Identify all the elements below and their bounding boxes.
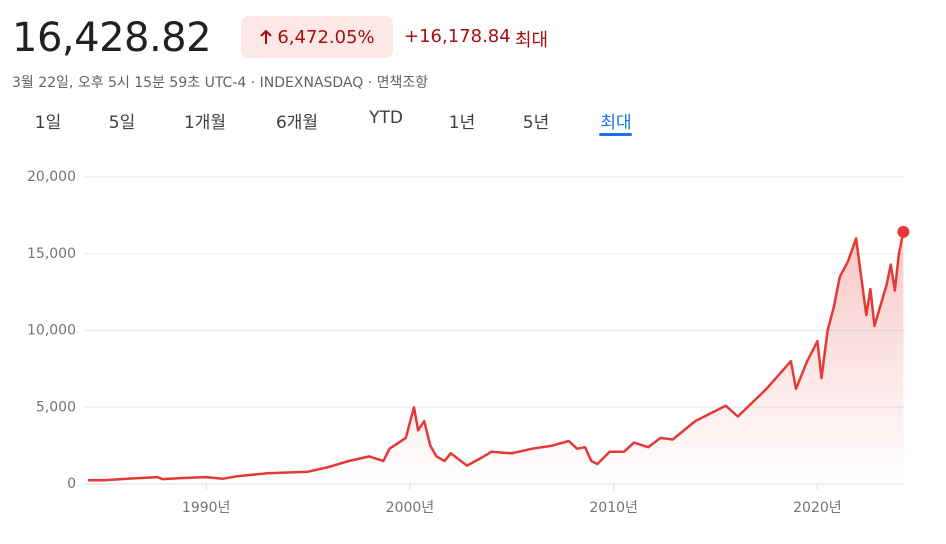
up-arrow-icon: [260, 29, 273, 44]
tab[interactable]: 5일: [108, 113, 136, 133]
tab[interactable]: 6개월: [275, 113, 319, 133]
y-tick-label: 5,000: [36, 399, 76, 415]
tab-underline: [599, 133, 632, 136]
tab[interactable]: 1년: [448, 113, 476, 133]
range-label: 최대: [515, 30, 549, 51]
chart: 0 5,000 10,000 15,000 20,000 1990년 2000년 2010년 2…: [27, 169, 910, 516]
y-tick-label: 10,000: [27, 323, 76, 339]
percent-change: 6,472.05%: [277, 26, 375, 48]
price: 16,428.82: [12, 15, 212, 61]
tab-selected[interactable]: 최대: [600, 113, 632, 133]
x-tick-label: 2020년: [793, 500, 842, 516]
y-tick-label: 0: [67, 476, 76, 492]
x-tick-label: 2000년: [386, 500, 435, 516]
tab[interactable]: YTD: [369, 108, 403, 128]
x-tick-label: 1990년: [182, 500, 231, 516]
meta-info: 3월 22일, 오후 5시 15분 59초 UTC-4 · INDEXNASDA…: [12, 75, 429, 91]
area-fill: [88, 231, 904, 484]
price-line: [88, 231, 905, 482]
y-tick-label: 20,000: [27, 169, 76, 185]
last-point: [897, 225, 910, 238]
percent-change-badge: 6,472.05%: [241, 16, 393, 58]
tab[interactable]: 1개월: [183, 113, 227, 133]
y-tick-label: 15,000: [27, 246, 76, 262]
x-tick-label: 2010년: [589, 500, 638, 516]
absolute-change: +16,178.84: [404, 26, 511, 47]
tab[interactable]: 1일: [34, 113, 62, 133]
tab[interactable]: 5년: [522, 113, 550, 133]
